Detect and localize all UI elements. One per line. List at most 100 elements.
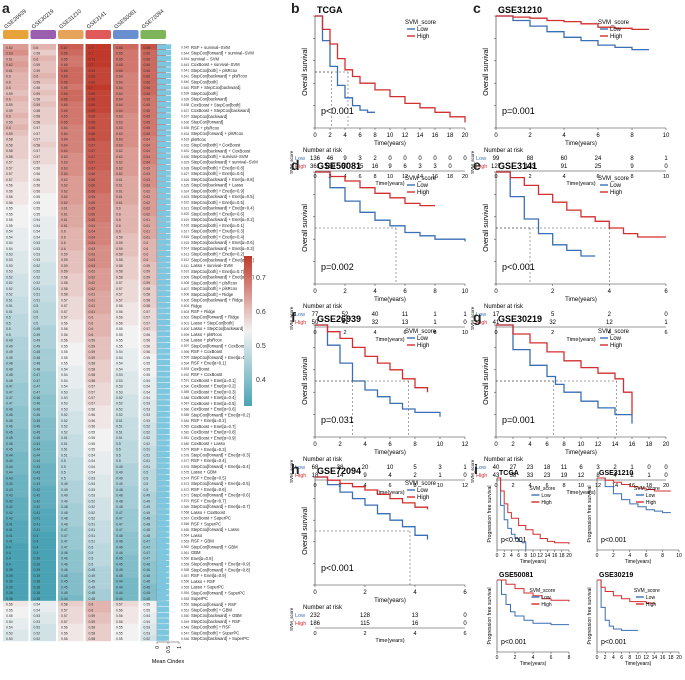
heatmap-cell	[30, 290, 56, 297]
km-title: GSE30219	[599, 572, 633, 579]
risk-count-high: 9	[388, 164, 392, 170]
model-name: SuperPC	[191, 596, 208, 601]
mean-cindex-value: 0.589	[181, 390, 189, 394]
heatmap-cell-value: 0.43	[34, 482, 41, 486]
heatmap-cell	[85, 623, 111, 630]
risk-axis-title: Time(years)	[566, 490, 595, 496]
mean-cindex-bar	[157, 480, 170, 486]
heatmap-cell	[30, 422, 56, 429]
risk-tick-label: 20	[462, 174, 468, 180]
heatmap-cell	[140, 336, 166, 343]
x-tick-label: 12	[595, 442, 602, 448]
model-name: StepCox[both] + plsRcox	[191, 286, 238, 291]
mean-cindex-bar	[157, 227, 171, 234]
heatmap-cell-value: 0.47	[61, 540, 68, 544]
heatmap-cell-value: 0.57	[89, 396, 96, 400]
heatmap-cell	[3, 365, 29, 372]
model-name: CoxBoost + Enet[α=0.7]	[191, 424, 236, 429]
heatmap-cell	[140, 629, 166, 636]
heatmap-cell	[140, 468, 166, 475]
heatmap-cell-value: 0.51	[144, 465, 151, 469]
model-name: StepCox[forward] + Enet[α=0.1]	[191, 355, 250, 360]
heatmap-cell	[140, 537, 166, 544]
heatmap-cell-value: 0.41	[6, 522, 13, 526]
mean-cindex-bar	[157, 618, 170, 624]
risk-tick-label: 4	[363, 483, 366, 489]
heatmap-cell-value: 0.55	[89, 448, 96, 452]
heatmap-cell	[85, 193, 111, 200]
model-name: RSF + Enet[α=0.2]	[191, 418, 226, 423]
mean-cindex-bar	[157, 170, 171, 176]
heatmap-cell-value: 0.57	[34, 149, 41, 153]
heatmap-cell	[85, 526, 111, 533]
model-name: StepCox[backward] + RSF	[191, 619, 241, 624]
heatmap-cell	[30, 508, 56, 515]
legend-low: Low	[610, 336, 622, 342]
heatmap-cell-value: 0.62	[144, 195, 151, 199]
heatmap-cell-value: 0.57	[6, 178, 13, 182]
heatmap-cell-value: 0.6	[144, 252, 149, 256]
mean-cindex-value: 0.630	[181, 155, 189, 159]
heatmap-cell	[30, 233, 56, 240]
heatmap-cell	[30, 577, 56, 584]
heatmap-cell	[30, 331, 56, 337]
heatmap-cell-value: 0.49	[144, 494, 151, 498]
heatmap-cell-value: 0.46	[144, 562, 151, 566]
y-axis-label: Progression free survival	[587, 485, 593, 542]
heatmap-cell	[113, 422, 139, 429]
model-name: StepCox[both] + Enet[α=0.7]	[191, 269, 244, 274]
heatmap-cell-value: 0.5	[116, 448, 121, 452]
risk-row-label-low: Low	[476, 156, 486, 162]
heatmap-cell	[113, 262, 139, 269]
heatmap-cell	[140, 595, 166, 602]
heatmap-cell	[30, 72, 56, 79]
heatmap-cell	[30, 572, 56, 579]
mean-cindex-bar	[157, 291, 171, 297]
model-name: RSF + StepCox[backward]	[191, 85, 240, 90]
heatmap-cell-value: 0.66	[144, 52, 151, 56]
heatmap-cell-value: 0.6	[89, 327, 94, 331]
heatmap-cell	[113, 181, 139, 188]
heatmap-cell	[58, 503, 84, 510]
mean-cindex-bar	[157, 314, 171, 320]
heatmap-cell	[140, 256, 166, 263]
risk-row-label-low: Low	[476, 312, 486, 318]
risk-count-low: 3	[358, 156, 362, 162]
heatmap-cell-value: 0.6	[6, 98, 11, 102]
heatmap-cell	[58, 474, 84, 481]
heatmap-cell-value: 0.64	[144, 143, 151, 147]
heatmap-cell-value: 0.46	[6, 419, 13, 423]
heatmap-cell	[30, 66, 56, 73]
legend-title: SVM_score	[529, 486, 555, 492]
risk-title: Number at risk	[484, 304, 524, 310]
legend-low: Low	[417, 488, 429, 494]
mean-cindex-value: 0.608	[181, 281, 189, 285]
model-name: StepCox[forward] + Enet[α=0.7]	[191, 504, 250, 509]
risk-row-label-low: Low	[295, 156, 305, 162]
risk-tick-label: 2	[363, 631, 366, 637]
heatmap-cell	[85, 72, 111, 79]
mean-cindex-value: 0.552	[181, 603, 189, 607]
heatmap-cell-value: 0.5	[6, 327, 11, 331]
heatmap-cell	[113, 457, 139, 464]
mean-cindex-value: 0.596	[181, 350, 189, 354]
heatmap-cell-value: 0.46	[34, 402, 41, 406]
heatmap-cell	[58, 572, 84, 579]
risk-count-high: 4	[388, 473, 392, 479]
heatmap-cell-value: 0.42	[6, 499, 13, 503]
heatmap-cell-value: 0.47	[116, 517, 123, 521]
heatmap-cell	[58, 543, 84, 550]
heatmap-cell-value: 0.47	[34, 373, 41, 377]
heatmap-cell	[3, 313, 29, 320]
heatmap-cell-value: 0.63	[61, 172, 68, 176]
heatmap-cell-value: 0.58	[89, 362, 96, 366]
heatmap-cell	[58, 417, 84, 424]
risk-tick-label: 6	[388, 483, 391, 489]
heatmap-cell	[30, 256, 56, 263]
heatmap-cell-value: 0.42	[6, 511, 13, 515]
heatmap-cell	[30, 55, 56, 62]
heatmap-cell-value: 0.49	[61, 482, 68, 486]
risk-title: Number at risk	[484, 457, 524, 463]
mean-cindex-value: 0.577	[181, 459, 189, 463]
heatmap-cell-value: 0.59	[116, 247, 123, 251]
